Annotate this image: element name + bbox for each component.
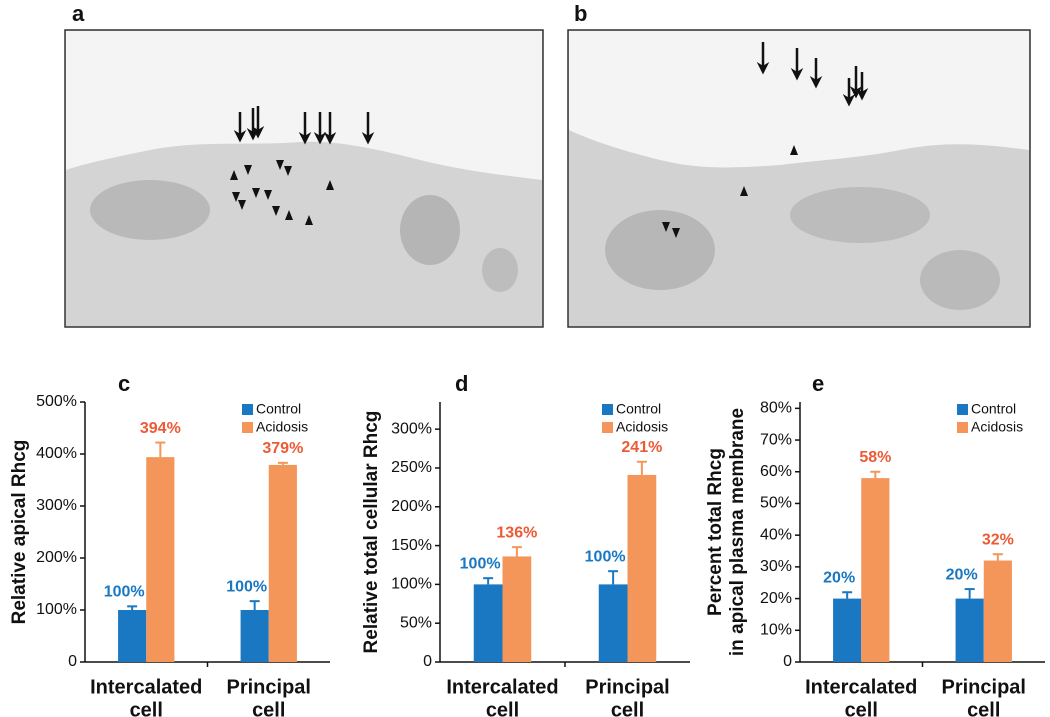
- y-tick-label: 200%: [36, 549, 77, 566]
- value-label: 20%: [823, 569, 855, 586]
- y-tick-label: 30%: [760, 558, 792, 575]
- y-tick-label: 500%: [36, 393, 77, 410]
- x-tick-label: cell: [486, 699, 519, 717]
- y-tick-label: 250%: [391, 459, 432, 476]
- x-tick-label: Principal: [227, 676, 311, 698]
- x-tick-label: cell: [252, 699, 285, 717]
- legend-label: Control: [971, 401, 1016, 417]
- legend-swatch: [602, 422, 613, 433]
- y-tick-label: 50%: [760, 495, 792, 512]
- bar: [118, 610, 147, 662]
- bar: [598, 584, 628, 662]
- bar: [268, 464, 297, 662]
- value-label: 100%: [460, 555, 501, 572]
- value-label: 100%: [104, 584, 145, 601]
- y-tick-label: 70%: [760, 431, 792, 448]
- legend-label: Acidosis: [616, 419, 668, 435]
- bar: [955, 598, 984, 662]
- micrograph-b: [567, 29, 1031, 328]
- y-tick-label: 200%: [391, 498, 432, 515]
- legend-swatch: [242, 422, 253, 433]
- legend-swatch: [242, 404, 253, 415]
- panel-label: d: [455, 371, 468, 396]
- y-tick-label: 40%: [760, 526, 792, 543]
- y-tick-label: 60%: [760, 463, 792, 480]
- y-tick-label: 150%: [391, 537, 432, 554]
- panel-label: e: [812, 371, 824, 396]
- panel-label: a: [72, 1, 85, 26]
- y-tick-label: 0: [783, 653, 792, 670]
- y-tick-label: 300%: [391, 420, 432, 437]
- x-tick-label: cell: [967, 699, 1000, 717]
- bar: [502, 556, 532, 662]
- panel-label: b: [574, 1, 587, 26]
- legend-label: Acidosis: [256, 419, 308, 435]
- y-tick-label: 100%: [391, 576, 432, 593]
- value-label: 379%: [262, 440, 303, 457]
- x-tick-label: cell: [611, 699, 644, 717]
- x-tick-label: Intercalated: [805, 676, 917, 698]
- y-tick-label: 0: [68, 653, 77, 670]
- bar: [146, 457, 175, 662]
- bar: [861, 478, 890, 662]
- x-tick-label: cell: [130, 699, 163, 717]
- legend-swatch: [957, 404, 968, 415]
- legend-label: Control: [616, 401, 661, 417]
- y-tick-label: 300%: [36, 497, 77, 514]
- value-label: 241%: [621, 439, 662, 456]
- value-label: 100%: [585, 548, 626, 565]
- legend-label: Acidosis: [971, 419, 1023, 435]
- value-label: 136%: [496, 524, 537, 541]
- legend-label: Control: [256, 401, 301, 417]
- value-label: 58%: [859, 449, 891, 466]
- x-tick-label: Intercalated: [90, 676, 202, 698]
- bar: [240, 610, 269, 662]
- bar: [833, 598, 862, 662]
- value-label: 32%: [982, 531, 1014, 548]
- x-tick-label: Intercalated: [446, 676, 558, 698]
- legend-swatch: [602, 404, 613, 415]
- y-tick-label: 20%: [760, 590, 792, 607]
- legend-swatch: [957, 422, 968, 433]
- y-tick-label: 50%: [400, 614, 432, 631]
- y-axis-label: in apical plasma membrane: [727, 408, 748, 656]
- y-axis-label: Relative total cellular Rhcg: [361, 411, 382, 654]
- bar: [627, 474, 657, 662]
- y-tick-label: 400%: [36, 445, 77, 462]
- value-label: 394%: [140, 420, 181, 437]
- value-label: 20%: [946, 566, 978, 583]
- y-tick-label: 10%: [760, 622, 792, 639]
- bar: [983, 560, 1012, 662]
- x-tick-label: Principal: [585, 676, 669, 698]
- micrograph-a: [64, 29, 544, 328]
- y-axis-label: Percent total Rhcg: [705, 448, 726, 616]
- y-tick-label: 0: [423, 653, 432, 670]
- y-axis-label: Relative apical Rhcg: [9, 440, 30, 625]
- bar: [473, 584, 503, 662]
- y-tick-label: 80%: [760, 400, 792, 417]
- y-tick-label: 100%: [36, 601, 77, 618]
- x-tick-label: cell: [845, 699, 878, 717]
- panel-label: c: [118, 371, 130, 396]
- x-tick-label: Principal: [942, 676, 1026, 698]
- value-label: 100%: [226, 578, 267, 595]
